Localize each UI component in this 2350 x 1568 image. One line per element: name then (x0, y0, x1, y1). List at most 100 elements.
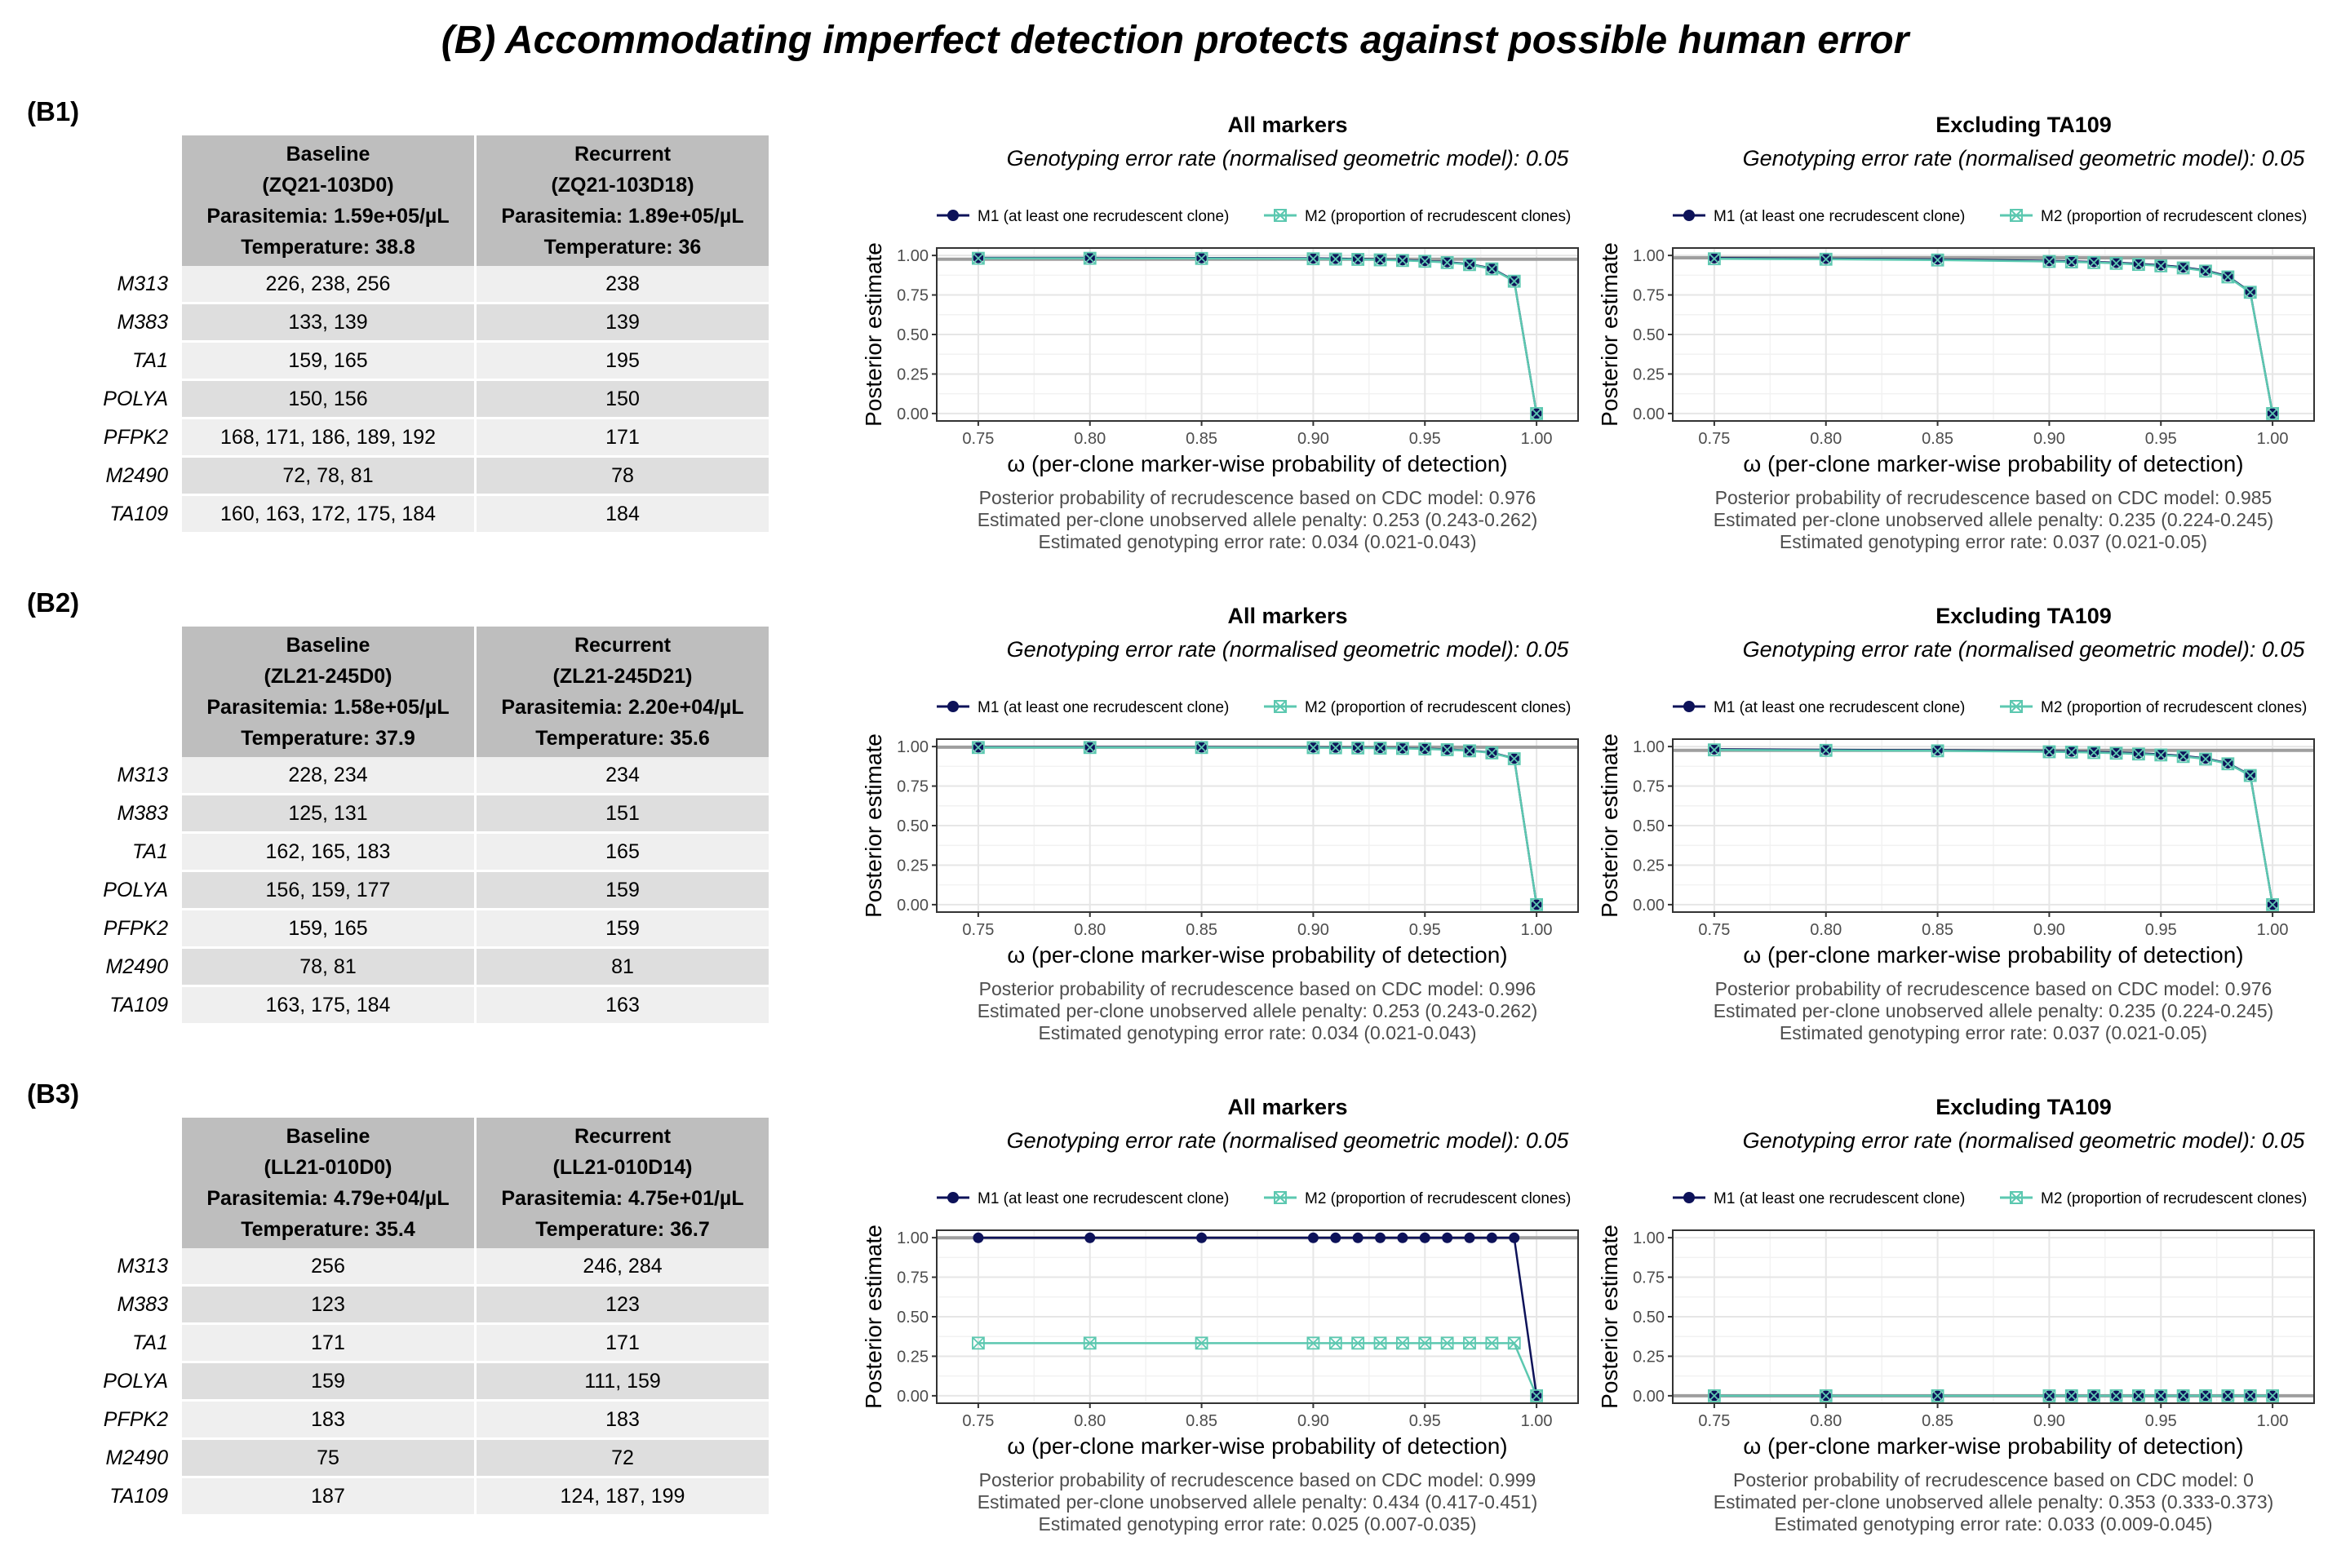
series-m2-cross (1373, 253, 1387, 267)
x-tick-label: 1.00 (2257, 430, 2289, 448)
x-tick-label: 0.95 (1409, 430, 1441, 448)
series-m2-point (972, 251, 985, 265)
marker-name: TA109 (73, 1478, 182, 1517)
legend-m1-marker (1683, 1192, 1695, 1203)
series-m2-cross (1351, 1336, 1364, 1349)
series-m2-box (1351, 1336, 1365, 1350)
legend: M1 (at least one recrudescent clone) M2 (… (937, 699, 1571, 716)
baseline-alleles: 72, 78, 81 (182, 458, 477, 496)
series-m1-point (1330, 1232, 1341, 1243)
series-m2-cross (1530, 1389, 1543, 1402)
legend: M1 (at least one recrudescent clone) M2 (… (1673, 699, 2307, 716)
series-m2-cross (2154, 1389, 2167, 1402)
baseline-alleles: 160, 163, 172, 175, 184 (182, 496, 477, 534)
header-line: (LL21-010D14) (552, 1156, 693, 1179)
series-m2-point (1395, 1336, 1409, 1350)
chart-svg: All markers Genotyping error rate (normal… (861, 113, 1579, 552)
series-m2-cross (2199, 1389, 2212, 1402)
recurrent-header: Recurrent (LL21-010D14) Parasitemia: 4.75e… (477, 1118, 771, 1248)
baseline-alleles: 168, 171, 186, 189, 192 (182, 419, 477, 458)
series-m2-point (2042, 745, 2056, 759)
series-m2-point (1083, 251, 1097, 265)
recurrent-alleles: 171 (477, 419, 771, 458)
recurrent-alleles: 183 (477, 1402, 771, 1440)
series-m2-point (2266, 897, 2279, 911)
y-tick-label: 0.25 (1633, 365, 1665, 383)
figure-title: (B) Accommodating imperfect detection pr… (441, 19, 1909, 62)
series-m1-point (1196, 1232, 1208, 1243)
y-tick-label: 0.50 (897, 326, 929, 344)
series-m2-box (1306, 1336, 1320, 1350)
chart-subtitle: Genotyping error rate (normalised geomet… (1743, 1128, 2306, 1153)
series-m2-point (1819, 743, 1833, 757)
series-m2-cross (1195, 741, 1208, 754)
series-m2-cross (2087, 256, 2100, 269)
y-axis-label: Posterior estimate (1597, 733, 1622, 918)
legend-m2-marker (2010, 700, 2023, 713)
legend-m2-marker (2010, 1191, 2023, 1204)
marker-name: M313 (73, 266, 182, 304)
marker-name: M383 (73, 1287, 182, 1325)
x-axis-label: ω (per-clone marker-wise probability of … (1743, 451, 2243, 476)
series-m2-box (972, 1336, 985, 1350)
series-m2-point (1440, 255, 1454, 269)
x-tick-label: 1.00 (1521, 430, 1553, 448)
recurrent-alleles: 165 (477, 834, 771, 872)
series-m2-cross (1373, 742, 1387, 755)
series-m2-point (2087, 255, 2101, 269)
series-m2-cross (2154, 259, 2167, 272)
baseline-alleles: 150, 156 (182, 381, 477, 419)
series-m2-cross (1351, 253, 1364, 266)
recurrent-alleles: 159 (477, 910, 771, 949)
chart-title: Excluding TA109 (1935, 604, 2112, 628)
y-tick-label: 0.00 (897, 1388, 929, 1406)
chart-all-markers: All markers Genotyping error rate (normal… (857, 1079, 1599, 1535)
header-line: (ZL21-245D0) (264, 665, 392, 688)
y-axis-label: Posterior estimate (861, 1225, 886, 1409)
series-m2-cross (2132, 747, 2145, 760)
header-line: Temperature: 36 (543, 236, 702, 259)
series-m2-box (1083, 251, 1097, 265)
chart-all-markers: All markers Genotyping error rate (normal… (857, 587, 1599, 1044)
x-tick-label: 0.90 (1297, 430, 1329, 448)
legend-m1-label: M1 (at least one recrudescent clone) (978, 208, 1229, 225)
baseline-alleles: 159, 165 (182, 910, 477, 949)
legend-m1-label: M1 (at least one recrudescent clone) (1714, 1190, 1965, 1207)
series-m2-cross (1329, 252, 1342, 266)
panel-1: (B1) Baseline (ZQ21-103D0) Parasitemia: 1.5… (0, 96, 2350, 586)
series-m2-point (2042, 1389, 2056, 1402)
series-m2-point (1463, 744, 1476, 758)
x-tick-label: 0.75 (962, 921, 994, 939)
header-line: Parasitemia: 4.79e+04/µL (206, 1187, 450, 1210)
legend-m1-label: M1 (at least one recrudescent clone) (978, 699, 1229, 716)
series-m2-point (1306, 741, 1320, 755)
series-m2-box (2221, 757, 2235, 771)
series-m2-cross (1396, 254, 1409, 267)
series-m2-point (1485, 746, 1499, 760)
recurrent-alleles: 171 (477, 1325, 771, 1363)
marker-name: PFPK2 (73, 1402, 182, 1440)
header-line: Temperature: 37.9 (241, 727, 415, 750)
series-m2-box (1463, 1336, 1476, 1350)
recurrent-alleles: 159 (477, 872, 771, 910)
series-m2-cross (1440, 743, 1454, 756)
series-m2-cross (1820, 253, 1833, 266)
series-m2-box (2154, 1389, 2168, 1402)
y-tick-label: 0.25 (897, 1348, 929, 1366)
marker-name: POLYA (73, 1363, 182, 1402)
series-m2-box (2131, 1389, 2145, 1402)
header-line: Parasitemia: 4.75e+01/µL (501, 1187, 744, 1210)
chart-title: All markers (1227, 1095, 1347, 1119)
legend-m1-marker (1683, 701, 1695, 712)
series-m2-box (1395, 1336, 1409, 1350)
table-row: POLYA 156, 159, 177 159 (73, 872, 771, 910)
header-line: Parasitemia: 1.58e+05/µL (206, 696, 450, 719)
series-m2-box (1708, 252, 1721, 266)
series-m2-point (2199, 752, 2212, 766)
grid (937, 739, 1578, 912)
legend-m2-marker (1274, 209, 1287, 222)
grid (937, 248, 1578, 421)
header-line: (LL21-010D0) (264, 1156, 392, 1179)
series-m2-point (1440, 1336, 1454, 1350)
y-tick-label: 0.75 (1633, 778, 1665, 796)
